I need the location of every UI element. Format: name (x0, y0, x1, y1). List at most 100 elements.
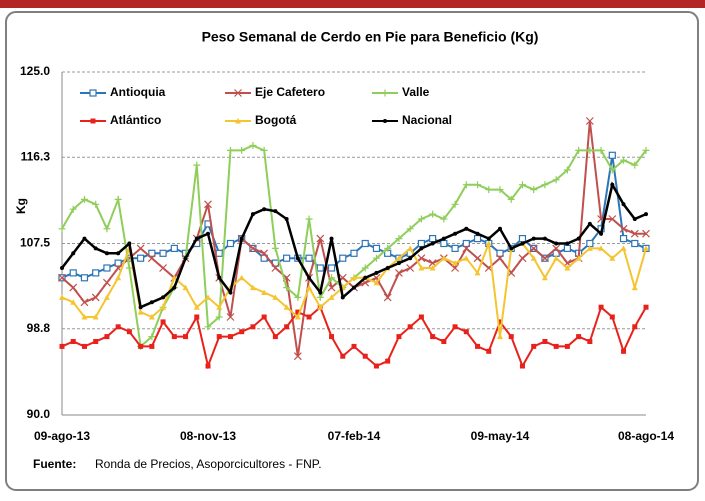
marker (498, 226, 502, 231)
marker (114, 195, 122, 203)
marker (452, 324, 458, 330)
marker (497, 319, 503, 325)
marker (642, 229, 650, 238)
top-strip (0, 0, 705, 8)
y-tick-label: 125.0 (20, 64, 50, 78)
marker (149, 300, 154, 305)
marker (89, 89, 97, 97)
marker (206, 231, 210, 236)
marker (238, 146, 246, 154)
marker (327, 264, 336, 272)
marker (621, 202, 626, 207)
marker (102, 278, 111, 287)
marker (305, 215, 313, 223)
marker (116, 251, 121, 256)
marker (518, 254, 527, 263)
marker (160, 304, 167, 310)
marker (630, 229, 639, 238)
marker (529, 244, 538, 253)
marker (642, 146, 650, 154)
marker (440, 239, 448, 248)
legend-label: Bogotá (255, 113, 297, 127)
marker (193, 161, 201, 169)
marker (373, 279, 380, 286)
marker (508, 334, 514, 340)
marker (217, 275, 222, 280)
marker (317, 304, 324, 310)
marker (215, 249, 223, 257)
marker (138, 305, 143, 310)
marker (183, 256, 188, 261)
marker (486, 348, 492, 354)
marker (294, 314, 301, 320)
marker (531, 236, 536, 241)
marker (430, 241, 435, 246)
marker (273, 209, 278, 214)
marker (137, 309, 144, 315)
x-tick-label: 08-ago-14 (618, 429, 674, 443)
legend-label: Antioquia (110, 85, 166, 99)
x-tick-label: 09-ago-13 (34, 429, 90, 443)
x-tick-label: 08-nov-13 (180, 429, 236, 443)
marker (272, 334, 278, 340)
marker (542, 339, 548, 344)
marker (598, 304, 604, 310)
marker (554, 241, 559, 246)
marker (172, 285, 177, 290)
marker (608, 151, 616, 159)
marker (71, 251, 76, 256)
marker (530, 186, 538, 194)
marker (563, 244, 571, 252)
marker (103, 294, 110, 300)
marker (239, 236, 244, 241)
marker (92, 314, 99, 320)
marker (564, 265, 571, 271)
marker (632, 217, 637, 221)
marker (406, 264, 415, 272)
y-axis-label: Kg (14, 198, 28, 214)
marker (171, 274, 178, 281)
marker (474, 181, 482, 189)
marker (295, 256, 300, 261)
marker (441, 339, 447, 344)
marker (509, 246, 514, 251)
marker (496, 249, 504, 257)
marker (383, 293, 392, 302)
marker (69, 205, 77, 213)
marker (216, 304, 223, 310)
marker (58, 273, 66, 282)
marker (59, 294, 65, 300)
marker (193, 304, 200, 310)
marker (316, 293, 324, 301)
marker (530, 255, 537, 261)
marker (81, 314, 88, 320)
marker (419, 246, 424, 251)
marker (93, 339, 99, 344)
marker (90, 118, 96, 124)
marker (575, 146, 583, 154)
marker (619, 224, 628, 233)
marker (553, 343, 559, 349)
marker (620, 156, 628, 164)
marker (92, 200, 100, 208)
marker (374, 270, 379, 275)
y-tick-label: 98.8 (27, 321, 51, 335)
marker (463, 329, 469, 335)
marker (204, 200, 212, 209)
marker (306, 284, 313, 291)
marker (149, 343, 155, 349)
marker (170, 244, 178, 252)
marker (226, 313, 235, 321)
marker (69, 283, 78, 292)
marker (114, 259, 122, 267)
marker (226, 239, 235, 248)
marker (430, 334, 436, 340)
marker (260, 146, 268, 154)
x-tick-label: 09-may-14 (471, 429, 530, 443)
marker (565, 241, 570, 246)
marker (92, 269, 100, 277)
marker (215, 313, 223, 321)
marker (609, 255, 616, 261)
marker (272, 294, 279, 300)
marker (249, 142, 257, 149)
